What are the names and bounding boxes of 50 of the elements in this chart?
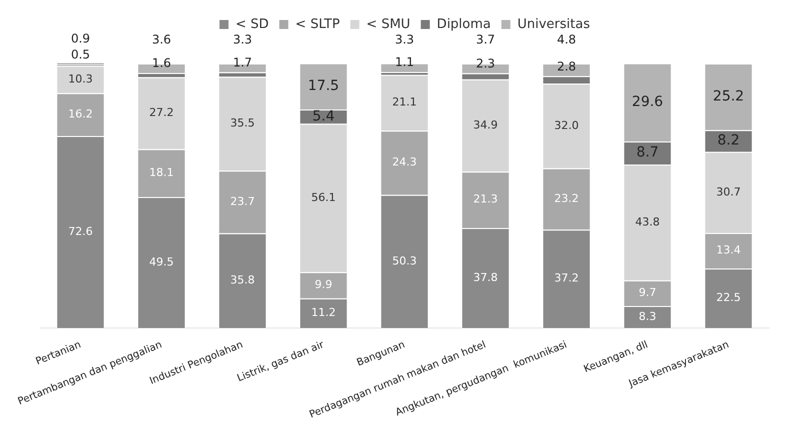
data-label: 3.3 [394,32,414,46]
data-label: 13.4 [716,244,741,257]
data-label: 35.5 [230,116,255,130]
data-label: 3.7 [476,32,496,47]
data-label: 3.3 [232,32,252,47]
data-label: 0.5 [70,48,90,62]
data-label: 1.1 [394,55,414,70]
data-label: 32.0 [554,118,579,132]
data-label: 43.8 [635,215,660,228]
data-label: 5.4 [312,108,335,124]
data-label: 11.2 [311,306,336,320]
data-label: 8.7 [636,144,659,161]
data-label: 27.2 [149,106,174,120]
data-label: 0.9 [70,31,90,46]
data-label: 21.1 [392,96,417,109]
data-label: 24.3 [392,156,417,169]
data-label: 29.6 [632,94,664,110]
data-label: 21.3 [473,192,498,206]
data-label: 72.6 [68,224,93,238]
data-label: 10.3 [68,72,93,86]
data-label: 34.9 [473,118,498,132]
data-label: 23.2 [554,192,579,205]
legend-label: < SD [236,16,269,32]
data-label: 35.8 [230,273,255,286]
data-label: 1.6 [152,56,172,70]
data-label: 2.8 [556,59,576,74]
data-label: 50.3 [392,254,417,268]
data-label: 56.1 [311,190,336,204]
data-label: 37.8 [473,270,498,284]
data-label: 37.2 [554,272,579,285]
data-label: 16.2 [68,107,93,120]
data-label: 9.9 [314,278,332,292]
data-label: 1.7 [232,55,252,70]
legend-label: < SLTP [295,16,340,32]
data-label: 18.1 [149,166,174,179]
legend-label: Universitas [517,16,590,32]
data-label: 30.7 [716,185,741,198]
data-label: 22.5 [716,291,741,304]
data-label: 49.5 [149,255,174,268]
legend-label: Diploma [436,16,491,32]
data-label: 17.5 [308,78,340,94]
data-label: 3.6 [152,32,172,47]
data-label: 4.8 [556,32,576,47]
data-label: 8.2 [717,132,740,149]
data-label: 8.3 [638,310,656,323]
data-label: 2.3 [476,56,496,70]
data-label: 23.7 [230,194,255,208]
data-label: 25.2 [712,88,744,104]
data-label: 9.7 [638,286,656,300]
legend-label: < SMU [366,16,410,32]
